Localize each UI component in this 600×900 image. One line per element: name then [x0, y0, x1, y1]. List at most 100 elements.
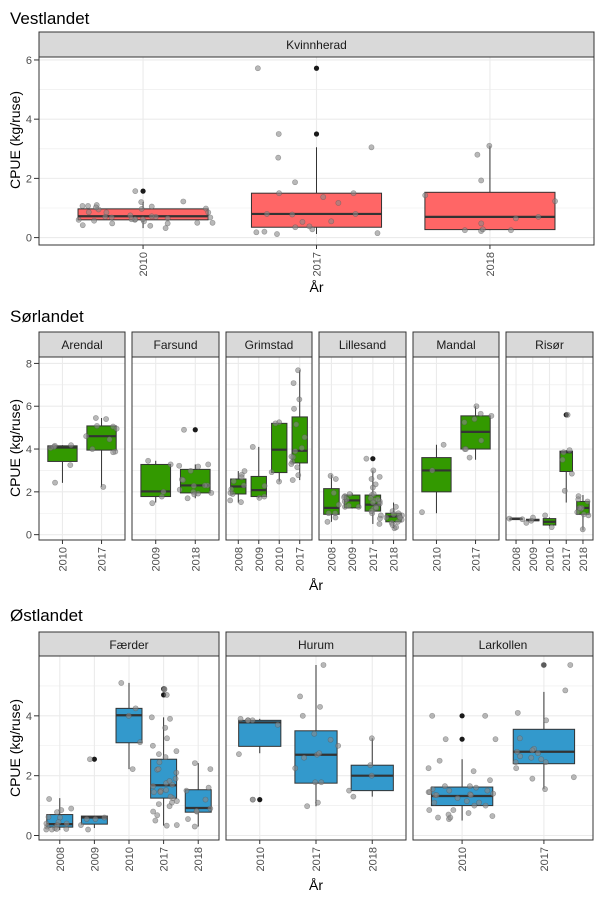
data-point — [293, 421, 300, 428]
data-point — [506, 515, 513, 522]
data-point — [150, 789, 157, 796]
data-point — [149, 500, 156, 507]
data-point — [156, 759, 163, 766]
data-point — [85, 203, 91, 209]
data-point — [164, 735, 170, 742]
data-point — [208, 490, 215, 496]
y-axis-title: CPUE (kg/ruse) — [7, 699, 23, 797]
y-tick-label: 2 — [26, 173, 32, 185]
data-point — [352, 211, 359, 217]
outlier-point — [91, 756, 97, 762]
box-iqr — [421, 457, 452, 493]
data-point — [138, 205, 145, 212]
facet-kvinnherad: Kvinnherad 2010 2017 2018 — [38, 31, 595, 276]
data-point — [327, 472, 334, 479]
data-point — [181, 426, 187, 433]
box-2017 — [292, 662, 342, 810]
data-point — [318, 779, 325, 786]
data-point — [575, 496, 582, 503]
data-point — [148, 714, 155, 721]
box-2017 — [148, 686, 180, 829]
data-point — [463, 798, 470, 805]
box-2009 — [523, 514, 540, 526]
region-title: Vestlandet — [10, 9, 90, 28]
data-point — [94, 423, 100, 429]
data-point — [566, 447, 573, 454]
data-point — [289, 211, 296, 218]
data-point — [374, 496, 381, 503]
data-point — [43, 820, 50, 827]
data-point — [297, 693, 303, 700]
data-point — [129, 766, 136, 772]
data-point — [368, 772, 375, 779]
data-point — [332, 510, 339, 517]
data-point — [157, 789, 164, 796]
data-point — [132, 705, 139, 712]
data-point — [373, 504, 380, 511]
data-point — [529, 775, 536, 782]
data-point — [173, 769, 180, 776]
outlier-point — [192, 427, 198, 433]
data-point — [106, 436, 113, 443]
x-tick-label: 2018 — [485, 252, 497, 276]
data-point — [486, 142, 493, 149]
data-point — [425, 765, 432, 772]
data-point — [446, 787, 453, 794]
facet-farsund: Farsund 2009 2018 — [131, 331, 220, 571]
data-point — [256, 494, 263, 501]
data-point — [482, 712, 489, 719]
region-vestlandet: Vestlandet CPUE (kg/ruse) 0 2 4 6 Kvinnherad 20… — [7, 9, 595, 295]
data-point — [301, 754, 307, 761]
region-sørlandet: Sørlandet CPUE (kg/ruse) 0 2 4 6 8 Arendal 2010 2… — [7, 307, 594, 593]
x-tick-label: 2017 — [311, 847, 323, 871]
outlier-point — [313, 131, 320, 137]
data-point — [561, 487, 568, 494]
data-point — [397, 514, 404, 521]
panel-border — [225, 655, 407, 841]
data-point — [68, 805, 75, 812]
data-point — [110, 449, 117, 456]
data-point — [341, 494, 348, 501]
data-point — [147, 222, 154, 229]
data-point — [470, 768, 477, 775]
data-point — [471, 416, 478, 422]
outlier-point — [257, 797, 263, 803]
data-point — [187, 467, 194, 474]
facet-arendal: Arendal 2010 2017 — [38, 331, 126, 571]
data-point — [180, 198, 187, 205]
x-tick-label: 2008 — [326, 547, 338, 571]
y-tick-label: 8 — [26, 358, 32, 370]
panel-border — [38, 655, 220, 841]
data-point — [367, 762, 374, 769]
data-point — [261, 228, 268, 235]
facet-risør: Risør 2008 2009 2010 2017 2018 — [505, 331, 594, 571]
data-point — [79, 203, 86, 209]
facet-grimstad: Grimstad 2008 2009 2010 2017 — [225, 331, 313, 571]
x-tick-label: 2008 — [55, 847, 67, 871]
data-point — [320, 194, 327, 200]
x-tick-label: 2018 — [190, 547, 202, 571]
data-point — [479, 226, 486, 233]
data-point — [435, 814, 441, 821]
panel-border — [225, 356, 313, 541]
data-point — [304, 803, 311, 810]
data-point — [581, 511, 587, 518]
x-tick-label: 2017 — [295, 547, 307, 571]
facet-strip — [38, 331, 126, 358]
data-point — [296, 396, 303, 403]
data-point — [567, 662, 574, 668]
data-point — [579, 526, 586, 533]
data-point — [576, 504, 583, 511]
x-tick-label: 2017 — [471, 547, 483, 571]
data-point — [376, 473, 383, 480]
data-point — [478, 437, 485, 444]
data-point — [201, 482, 208, 489]
data-point — [176, 486, 183, 493]
data-point — [484, 787, 491, 794]
panel-border — [318, 356, 407, 541]
data-point — [368, 144, 375, 151]
data-point — [299, 219, 306, 225]
facet-hurum: Hurum 2010 2017 2018 — [225, 631, 407, 871]
box-2010 — [47, 442, 78, 486]
data-point — [205, 461, 212, 468]
